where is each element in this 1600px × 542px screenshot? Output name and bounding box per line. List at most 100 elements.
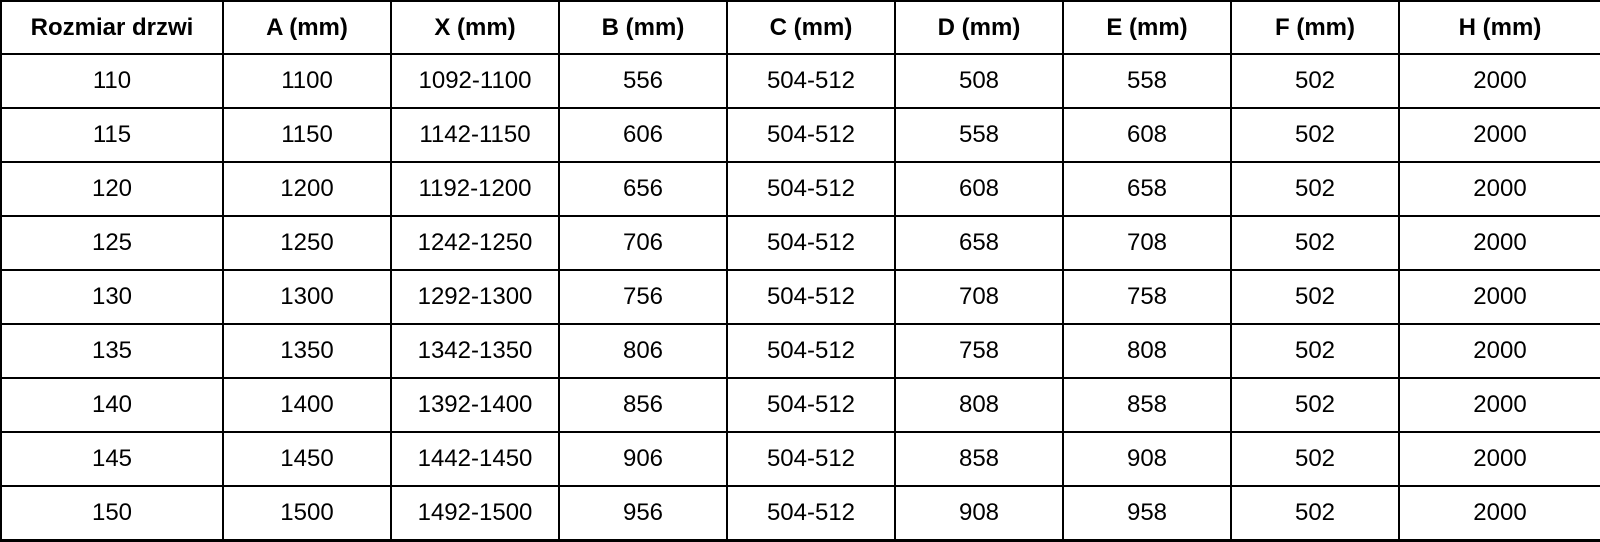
table-cell: 120 [0, 161, 224, 217]
table-row: 125 1250 1242-1250 706 504-512 658 708 502 2000 [0, 215, 1600, 271]
table-cell: 658 [894, 215, 1064, 271]
table-cell: 658 [1062, 161, 1232, 217]
table-cell: 502 [1230, 377, 1400, 433]
table-cell: 808 [1062, 323, 1232, 379]
header-cell: H (mm) [1398, 0, 1600, 55]
table-cell: 1200 [222, 161, 392, 217]
header-cell: Rozmiar drzwi [0, 0, 224, 55]
table-cell: 656 [558, 161, 728, 217]
table-cell: 1442-1450 [390, 431, 560, 487]
table-cell: 504-512 [726, 215, 896, 271]
table-cell: 504-512 [726, 323, 896, 379]
table-cell: 1250 [222, 215, 392, 271]
table-cell: 2000 [1398, 323, 1600, 379]
table-cell: 1092-1100 [390, 53, 560, 109]
header-cell: B (mm) [558, 0, 728, 55]
table-cell: 1392-1400 [390, 377, 560, 433]
table-cell: 558 [1062, 53, 1232, 109]
table-cell: 1242-1250 [390, 215, 560, 271]
table-cell: 556 [558, 53, 728, 109]
table-cell: 502 [1230, 323, 1400, 379]
table-cell: 1492-1500 [390, 485, 560, 541]
table-cell: 1500 [222, 485, 392, 541]
table-cell: 2000 [1398, 377, 1600, 433]
table-cell: 1292-1300 [390, 269, 560, 325]
table-cell: 756 [558, 269, 728, 325]
table-cell: 125 [0, 215, 224, 271]
table-cell: 958 [1062, 485, 1232, 541]
table-cell: 140 [0, 377, 224, 433]
table-cell: 806 [558, 323, 728, 379]
table-cell: 1150 [222, 107, 392, 163]
table-cell: 758 [894, 323, 1064, 379]
table-cell: 858 [894, 431, 1064, 487]
table-cell: 758 [1062, 269, 1232, 325]
table-cell: 808 [894, 377, 1064, 433]
table-cell: 1192-1200 [390, 161, 560, 217]
table-cell: 2000 [1398, 107, 1600, 163]
table-cell: 502 [1230, 485, 1400, 541]
table-row: 140 1400 1392-1400 856 504-512 808 858 502 2000 [0, 377, 1600, 433]
table-cell: 2000 [1398, 485, 1600, 541]
header-cell: C (mm) [726, 0, 896, 55]
table-cell: 708 [1062, 215, 1232, 271]
table-cell: 856 [558, 377, 728, 433]
table-cell: 706 [558, 215, 728, 271]
table-row: 145 1450 1442-1450 906 504-512 858 908 502 2000 [0, 431, 1600, 487]
table-cell: 908 [1062, 431, 1232, 487]
table-cell: 1100 [222, 53, 392, 109]
header-cell: A (mm) [222, 0, 392, 55]
table-cell: 2000 [1398, 215, 1600, 271]
table-cell: 504-512 [726, 485, 896, 541]
table-cell: 1142-1150 [390, 107, 560, 163]
table-row: 110 1100 1092-1100 556 504-512 508 558 502 2000 [0, 53, 1600, 109]
table-cell: 504-512 [726, 431, 896, 487]
table-cell: 558 [894, 107, 1064, 163]
table-cell: 508 [894, 53, 1064, 109]
table-cell: 504-512 [726, 377, 896, 433]
table-cell: 608 [894, 161, 1064, 217]
table-cell: 1350 [222, 323, 392, 379]
table-cell: 1300 [222, 269, 392, 325]
table-cell: 502 [1230, 431, 1400, 487]
table-cell: 110 [0, 53, 224, 109]
table-row: 135 1350 1342-1350 806 504-512 758 808 502 2000 [0, 323, 1600, 379]
table-row: 130 1300 1292-1300 756 504-512 708 758 502 2000 [0, 269, 1600, 325]
table-cell: 608 [1062, 107, 1232, 163]
table-cell: 502 [1230, 215, 1400, 271]
table-cell: 858 [1062, 377, 1232, 433]
table-cell: 606 [558, 107, 728, 163]
table-cell: 504-512 [726, 53, 896, 109]
table-cell: 2000 [1398, 269, 1600, 325]
table-row: 150 1500 1492-1500 956 504-512 908 958 502 2000 [0, 485, 1600, 541]
table-cell: 115 [0, 107, 224, 163]
table-cell: 502 [1230, 53, 1400, 109]
header-cell: X (mm) [390, 0, 560, 55]
table-cell: 2000 [1398, 161, 1600, 217]
table-cell: 708 [894, 269, 1064, 325]
table-cell: 150 [0, 485, 224, 541]
table-cell: 2000 [1398, 53, 1600, 109]
table-cell: 502 [1230, 107, 1400, 163]
table-cell: 906 [558, 431, 728, 487]
table-cell: 504-512 [726, 107, 896, 163]
table-cell: 504-512 [726, 161, 896, 217]
header-row: Rozmiar drzwi A (mm) X (mm) B (mm) C (mm) D (… [0, 0, 1600, 55]
table-cell: 2000 [1398, 431, 1600, 487]
table-cell: 130 [0, 269, 224, 325]
table-cell: 502 [1230, 269, 1400, 325]
table-cell: 908 [894, 485, 1064, 541]
table-cell: 504-512 [726, 269, 896, 325]
table-cell: 1342-1350 [390, 323, 560, 379]
table-cell: 502 [1230, 161, 1400, 217]
table-cell: 135 [0, 323, 224, 379]
table-header: Rozmiar drzwi A (mm) X (mm) B (mm) C (mm) D (… [0, 0, 1600, 55]
header-cell: D (mm) [894, 0, 1064, 55]
table-row: 120 1200 1192-1200 656 504-512 608 658 502 2000 [0, 161, 1600, 217]
header-cell: E (mm) [1062, 0, 1232, 55]
table-row: 115 1150 1142-1150 606 504-512 558 608 502 2000 [0, 107, 1600, 163]
table-body: 110 1100 1092-1100 556 504-512 508 558 502 2000 1… [0, 53, 1600, 541]
table-cell: 956 [558, 485, 728, 541]
